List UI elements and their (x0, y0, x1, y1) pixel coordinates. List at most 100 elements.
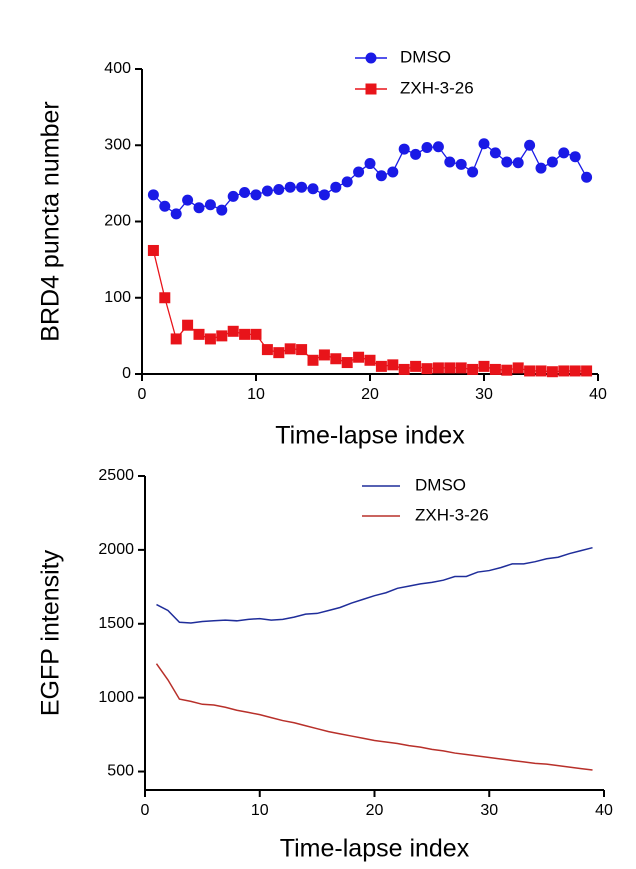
point (170, 208, 182, 220)
point (478, 138, 490, 150)
point (489, 363, 501, 375)
y-axis-label: EGFP intensity (37, 549, 65, 716)
legend-label: DMSO (415, 475, 466, 494)
point (330, 353, 342, 365)
point (261, 185, 273, 197)
point (273, 347, 285, 359)
point (569, 151, 581, 163)
point (444, 156, 456, 168)
point (216, 204, 228, 216)
point (524, 139, 536, 151)
point (387, 166, 399, 178)
point (341, 176, 353, 188)
point (182, 194, 194, 206)
point (284, 181, 296, 193)
point (227, 325, 239, 337)
point (432, 362, 444, 374)
point (204, 199, 216, 211)
point (501, 364, 513, 376)
point (581, 171, 593, 183)
point (204, 333, 216, 345)
y-tick-label: 500 (107, 763, 134, 780)
series-line (156, 546, 593, 624)
x-tick-label: 30 (475, 386, 493, 403)
point (250, 328, 262, 340)
point (330, 181, 342, 193)
point (432, 141, 444, 153)
point (421, 363, 433, 375)
series-line (155, 663, 593, 771)
x-tick-label: 10 (247, 386, 265, 403)
legend-label: ZXH-3-26 (400, 78, 474, 97)
point (375, 360, 387, 372)
point (569, 365, 581, 377)
point (512, 362, 524, 374)
point (546, 156, 558, 168)
point (467, 166, 479, 178)
point (410, 360, 422, 372)
point (467, 363, 479, 375)
point (455, 362, 467, 374)
y-axis-label: BRD4 puncta number (37, 101, 65, 341)
y-tick-label: 100 (104, 289, 131, 306)
point (182, 319, 194, 331)
point (147, 189, 159, 201)
point (375, 170, 387, 182)
point (512, 157, 524, 169)
point (478, 360, 490, 372)
point (455, 158, 467, 170)
x-tick-label: 10 (251, 802, 269, 819)
point (410, 148, 422, 160)
y-tick-label: 1500 (98, 615, 134, 632)
point (546, 366, 558, 378)
x-tick-label: 20 (361, 386, 379, 403)
point (284, 343, 296, 355)
x-tick-label: 40 (589, 386, 607, 403)
point (318, 189, 330, 201)
point (558, 365, 570, 377)
x-axis-label: Time-lapse index (280, 835, 470, 863)
x-axis-label: Time-lapse index (275, 422, 465, 450)
x-tick-label: 30 (480, 802, 498, 819)
point (261, 344, 273, 356)
point (239, 328, 251, 340)
point (489, 147, 501, 159)
legend-label: DMSO (400, 47, 451, 66)
point (296, 344, 308, 356)
point (159, 292, 171, 304)
x-tick-label: 20 (366, 802, 384, 819)
x-tick-label: 0 (138, 386, 147, 403)
point (307, 183, 319, 195)
y-tick-label: 300 (104, 136, 131, 153)
point (307, 354, 319, 366)
point (558, 147, 570, 159)
point (398, 143, 410, 155)
y-tick-label: 0 (122, 365, 131, 382)
point (364, 158, 376, 170)
point (444, 362, 456, 374)
point (318, 349, 330, 361)
point (216, 330, 228, 342)
point (535, 162, 547, 174)
x-tick-label: 40 (595, 802, 613, 819)
legend-marker (365, 52, 377, 64)
point (193, 328, 205, 340)
point (501, 156, 513, 168)
point (353, 351, 365, 363)
y-tick-label: 2500 (98, 467, 134, 484)
series-line (152, 142, 588, 215)
point (239, 187, 251, 199)
legend-marker (365, 83, 377, 95)
y-tick-label: 1000 (98, 689, 134, 706)
point (147, 244, 159, 256)
point (227, 190, 239, 202)
point (170, 333, 182, 345)
legend-label: ZXH-3-26 (415, 505, 489, 524)
y-tick-label: 200 (104, 213, 131, 230)
point (581, 365, 593, 377)
point (296, 181, 308, 193)
point (524, 365, 536, 377)
point (364, 354, 376, 366)
y-tick-label: 400 (104, 60, 131, 77)
